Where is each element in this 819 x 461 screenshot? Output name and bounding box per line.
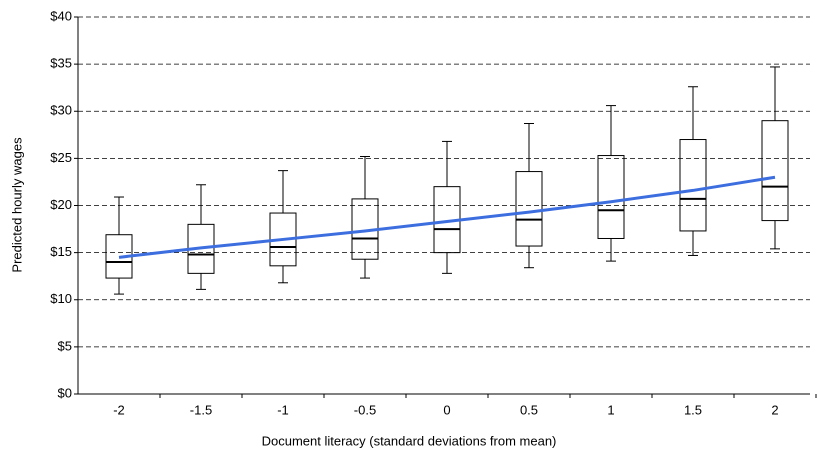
x-axis-label: Document literacy (standard deviations f…: [262, 433, 557, 448]
y-tick-label: $25: [50, 150, 72, 165]
box: [679, 139, 707, 232]
box: [597, 155, 625, 239]
y-axis-label: Predicted hourly wages: [9, 137, 24, 273]
y-tick-label: $35: [50, 56, 72, 71]
x-tick-label: 1.5: [684, 402, 702, 417]
box: [515, 171, 543, 247]
y-tick-label: $10: [50, 291, 72, 306]
y-tick-label: $20: [50, 197, 72, 212]
x-tick-label: 1: [607, 402, 614, 417]
x-tick-label: -1.5: [190, 402, 212, 417]
x-tick-label: 2: [771, 402, 778, 417]
x-tick-label: -0.5: [354, 402, 376, 417]
x-tick-label: -2: [113, 402, 125, 417]
y-tick-label: $15: [50, 244, 72, 259]
box: [761, 120, 789, 222]
x-tick-label: 0.5: [520, 402, 538, 417]
y-tick-label: $5: [58, 338, 72, 353]
trend-line: [118, 175, 776, 259]
y-tick-label: $40: [50, 8, 72, 23]
x-tick-label: -1: [277, 402, 289, 417]
y-tick-label: $0: [58, 385, 72, 400]
x-tick-label: 0: [443, 402, 450, 417]
y-tick-label: $30: [50, 103, 72, 118]
